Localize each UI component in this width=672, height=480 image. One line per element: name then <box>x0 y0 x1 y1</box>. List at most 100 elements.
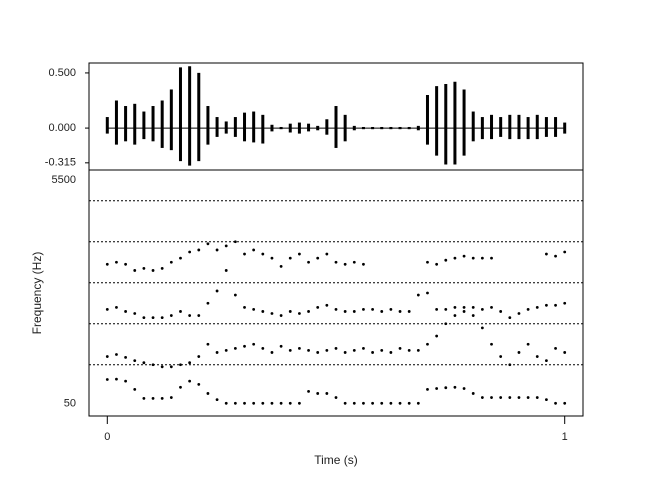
formant-point <box>197 355 201 358</box>
formant-point <box>563 250 567 254</box>
formant-point <box>298 252 301 256</box>
formant-point <box>416 401 420 405</box>
formant-point <box>105 262 109 266</box>
formant-point <box>371 401 374 405</box>
formant-point <box>563 301 567 305</box>
formant-point <box>279 344 283 348</box>
formant-point <box>426 291 429 295</box>
formant-point <box>124 310 127 313</box>
formant-point <box>462 254 466 258</box>
y-axis-title: Frequency (Hz) <box>30 252 44 335</box>
formant-point <box>389 351 393 354</box>
formant-point <box>499 355 503 358</box>
x-axis-title: Time (s) <box>314 453 358 467</box>
formant-point <box>233 346 237 350</box>
formant-point <box>453 314 457 317</box>
formant-point <box>398 310 402 313</box>
formant-point <box>243 252 246 256</box>
formant-point <box>535 396 539 399</box>
formant-point <box>435 334 439 338</box>
formant-point <box>270 401 274 405</box>
formant-point <box>416 349 420 352</box>
formant-point <box>490 305 493 309</box>
formant-point <box>298 312 301 315</box>
formant-point <box>316 305 320 309</box>
formant-point <box>188 379 192 383</box>
formant-point <box>261 346 265 350</box>
formant-point <box>398 401 402 405</box>
formant-point <box>224 244 228 248</box>
formant-point <box>545 303 548 307</box>
formant-point <box>380 401 384 405</box>
formant-point <box>124 379 127 383</box>
formant-point <box>307 349 310 352</box>
formant-point <box>325 303 329 307</box>
formant-point <box>480 326 484 330</box>
formant-point <box>490 256 493 260</box>
formant-point <box>160 365 164 369</box>
formant-point <box>279 314 283 317</box>
formant-point <box>105 378 109 381</box>
formant-point <box>398 346 402 350</box>
formant-point <box>325 349 329 352</box>
formant-point <box>362 346 365 350</box>
formant-point <box>563 401 567 405</box>
formant-point <box>316 351 320 354</box>
formant-point <box>288 349 292 352</box>
formant-point <box>362 401 365 405</box>
formant-point <box>224 401 228 405</box>
formant-point <box>343 351 347 354</box>
y-tick-label: 5500 <box>52 174 76 186</box>
formant-point <box>316 392 320 395</box>
formant-point <box>380 310 384 313</box>
formant-point <box>243 344 246 348</box>
formant-point <box>160 316 164 319</box>
formant-point <box>288 401 292 405</box>
formant-point <box>206 301 210 305</box>
formant-point <box>517 396 521 399</box>
formant-point <box>554 254 557 258</box>
formant-point <box>169 396 173 399</box>
formant-point <box>169 314 173 317</box>
formant-point <box>160 267 164 270</box>
formant-point <box>407 401 411 405</box>
formant-point <box>279 264 283 268</box>
formant-point <box>243 305 246 309</box>
formant-point <box>545 359 548 363</box>
formant-point <box>179 385 182 389</box>
formant-point <box>206 392 210 395</box>
formant-point <box>526 342 530 346</box>
formant-point <box>233 240 237 244</box>
formant-point <box>362 308 365 311</box>
formant-point <box>526 308 530 311</box>
formant-point <box>480 396 484 399</box>
formant-point <box>480 308 484 311</box>
formant-point <box>115 260 118 264</box>
formant-point <box>115 305 118 309</box>
formant-point <box>453 256 457 260</box>
formant-point <box>444 308 448 311</box>
formant-point <box>105 355 109 358</box>
formant-point <box>252 248 256 252</box>
formant-point <box>261 310 265 313</box>
formant-point <box>252 308 256 311</box>
formant-point <box>179 363 182 367</box>
formant-point <box>288 310 292 313</box>
formant-point <box>471 305 475 309</box>
formant-point <box>435 387 439 390</box>
x-tick-label: 0 <box>104 431 110 443</box>
formant-point <box>115 377 118 381</box>
formant-point <box>307 260 310 264</box>
formant-point <box>508 316 512 319</box>
formant-point <box>444 322 448 326</box>
formant-point <box>325 252 329 256</box>
formant-point <box>105 308 109 311</box>
formant-point <box>133 312 137 315</box>
formant-point <box>224 349 228 352</box>
formant-point <box>343 401 347 405</box>
formant-point <box>215 289 219 293</box>
formant-point <box>233 293 237 297</box>
formant-point <box>188 361 192 365</box>
formant-point <box>444 386 448 390</box>
